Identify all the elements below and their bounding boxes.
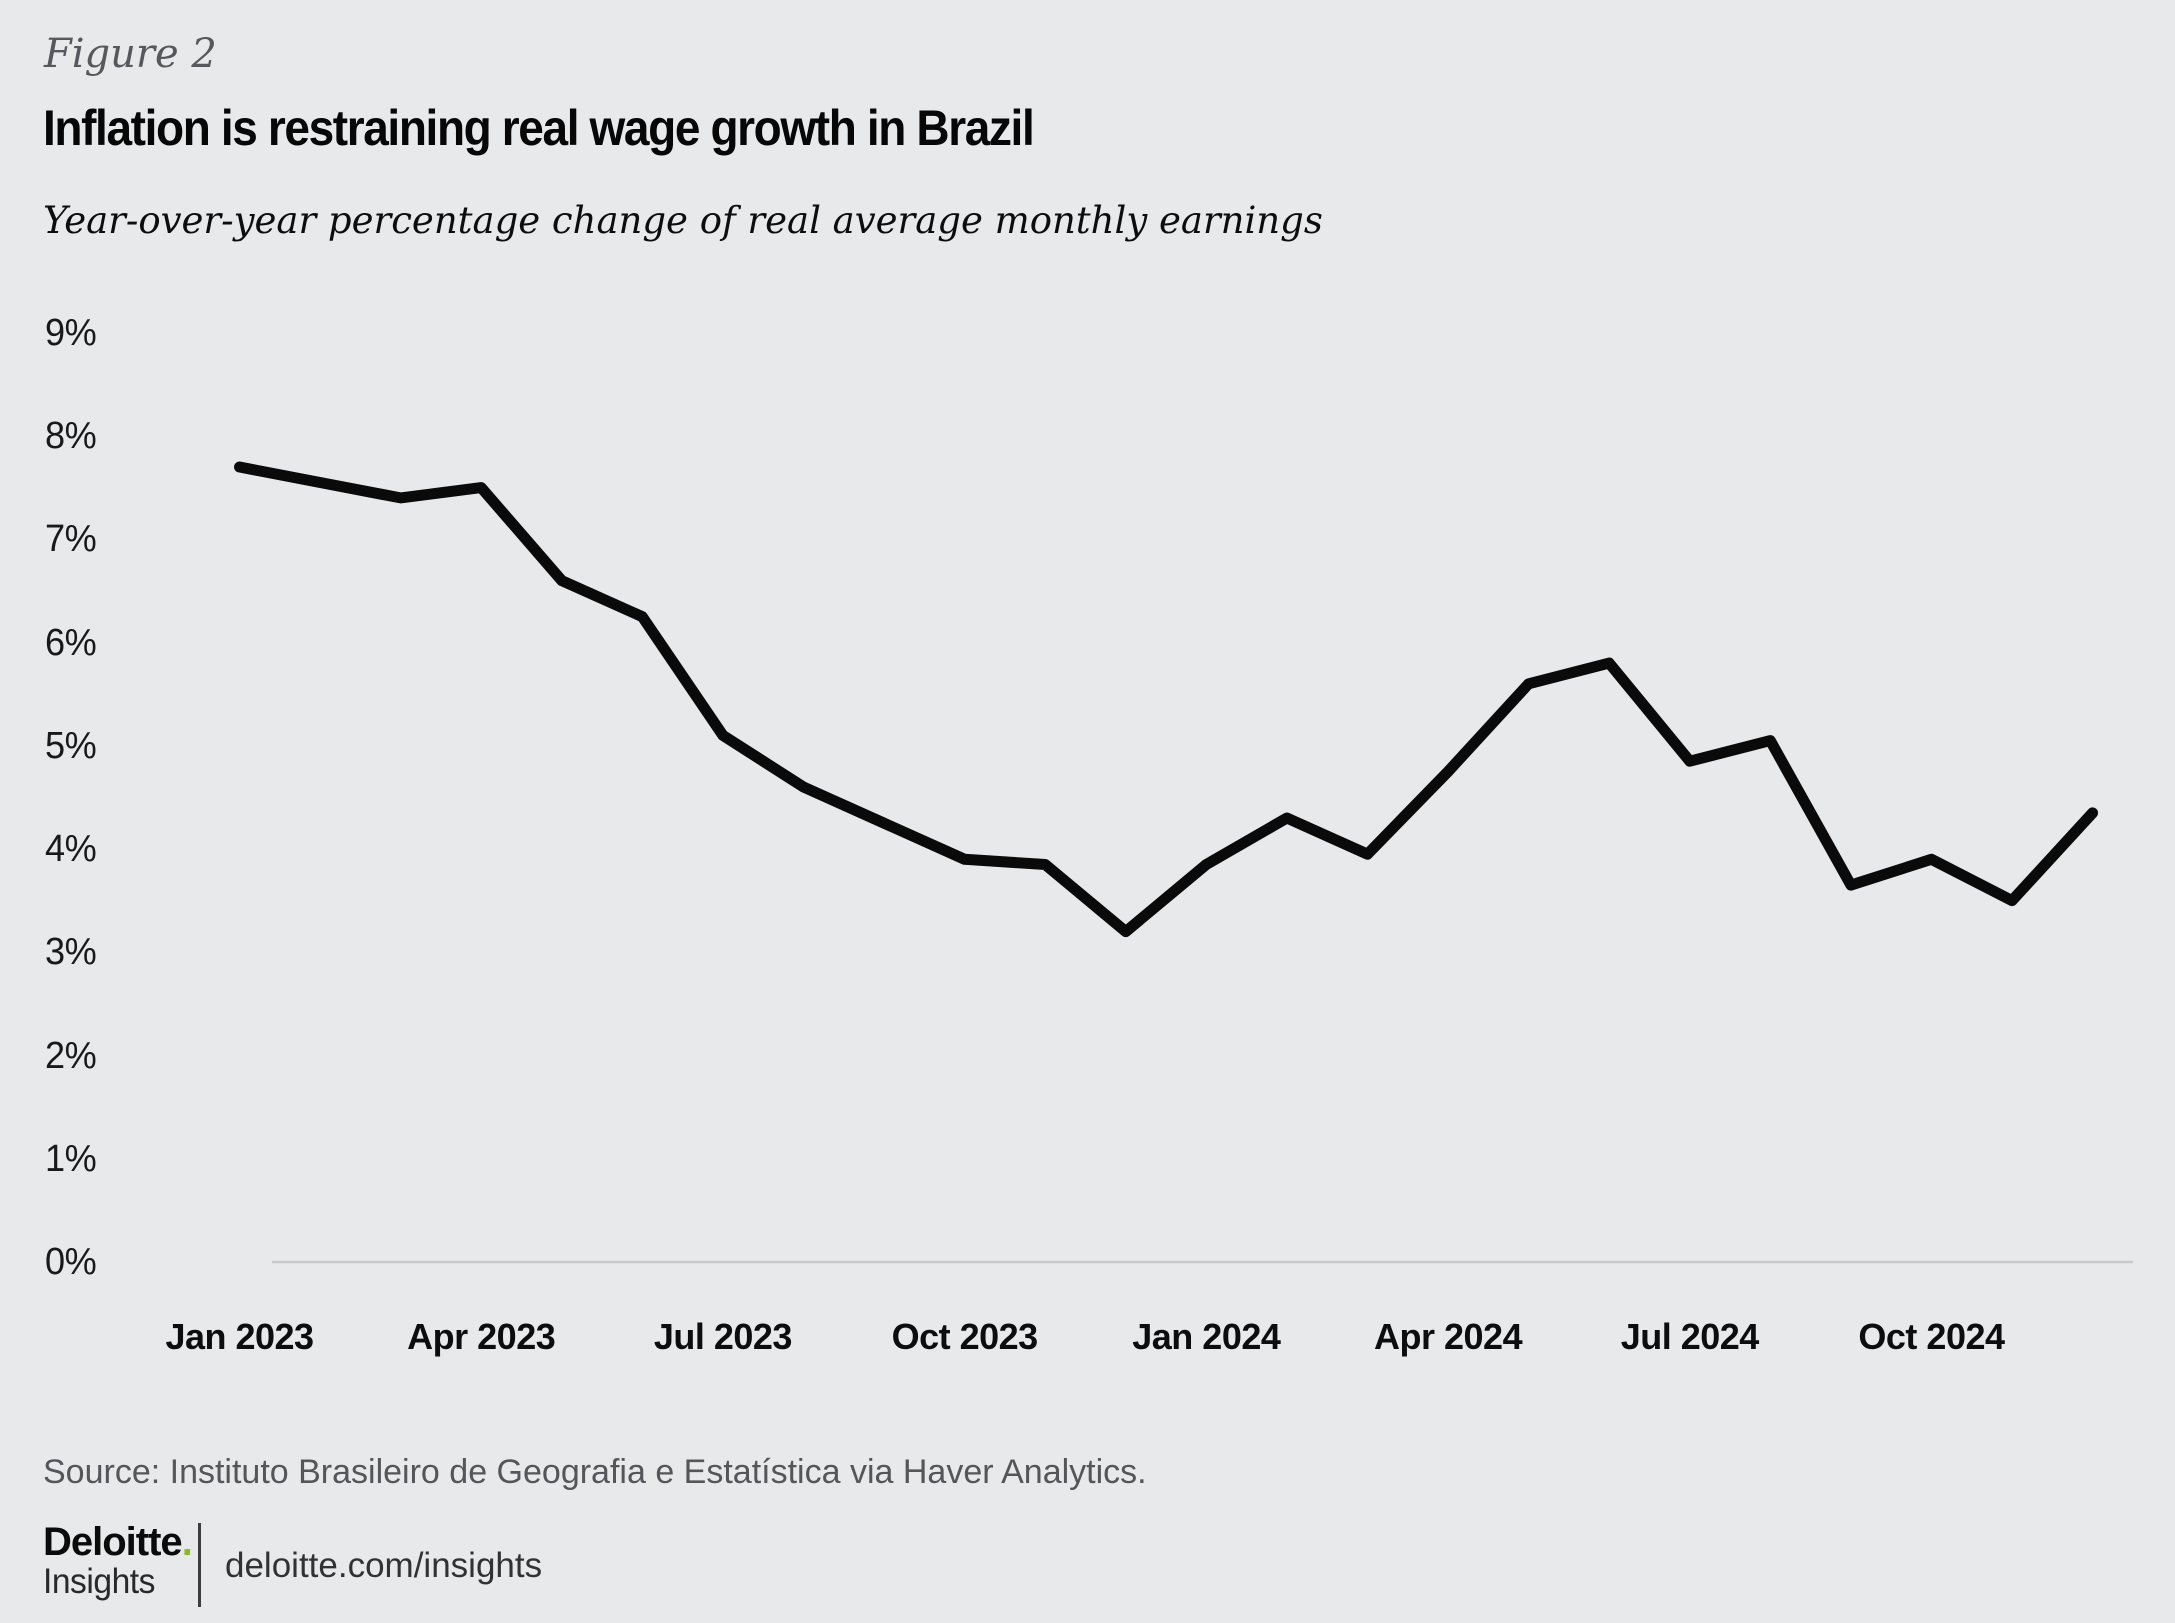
chart-subtitle: Year-over-year percentage change of real… <box>43 199 1323 242</box>
source-note: Source: Instituto Brasileiro de Geografi… <box>43 1453 1147 1491</box>
y-axis-tick: 9% <box>45 311 97 354</box>
logo-brand-dot: . <box>181 1520 193 1564</box>
y-axis-tick: 2% <box>45 1034 97 1077</box>
x-axis-tick: Apr 2024 <box>1374 1316 1523 1357</box>
y-axis-tick: 3% <box>45 931 97 974</box>
x-axis-tick: Jan 2023 <box>165 1316 314 1357</box>
x-axis-tick: Apr 2023 <box>407 1316 556 1357</box>
x-axis-tick: Jul 2024 <box>1620 1316 1760 1357</box>
logo-brand: Deloitte. <box>43 1520 193 1564</box>
x-axis-tick: Jul 2023 <box>653 1316 793 1357</box>
x-axis-tick: Jan 2024 <box>1132 1316 1281 1357</box>
y-axis-tick: 6% <box>45 621 97 664</box>
y-axis-tick: 1% <box>45 1137 97 1180</box>
insights-url-link[interactable]: deloitte.com/insights <box>225 1546 543 1585</box>
x-axis-tick: Oct 2024 <box>1858 1316 2005 1357</box>
y-axis-tick: 4% <box>45 828 97 870</box>
y-axis-tick: 7% <box>45 518 97 561</box>
deloitte-insights-logo[interactable]: Deloitte. Insights <box>43 1520 193 1601</box>
logo-sub-text: Insights <box>43 1562 155 1601</box>
y-axis-tick: 8% <box>45 415 97 457</box>
logo-brand-text: Deloitte <box>43 1520 183 1564</box>
y-axis-tick: 0% <box>45 1241 97 1283</box>
earnings-line-series <box>234 461 2099 938</box>
chart-title: Inflation is restraining real wage growt… <box>43 100 1035 156</box>
figure-label: Figure 2 <box>44 31 217 77</box>
x-axis-tick: Oct 2023 <box>891 1316 1039 1357</box>
y-axis-tick: 5% <box>45 724 97 767</box>
logo-divider <box>198 1523 201 1607</box>
